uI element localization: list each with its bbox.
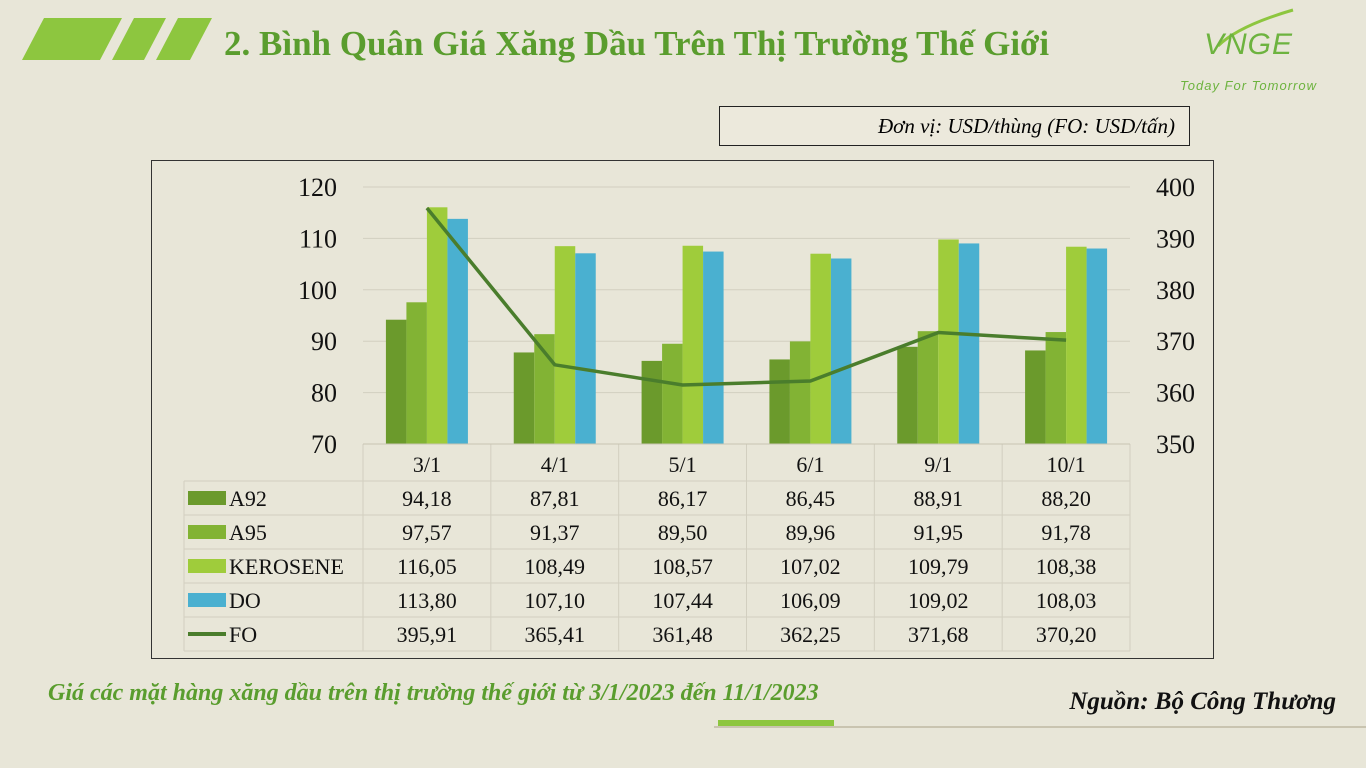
bar-a92 (769, 359, 790, 444)
bar-do (575, 253, 596, 444)
bar-do (1086, 248, 1108, 444)
legend-label: KEROSENE (229, 554, 344, 579)
data-label: 108,57 (652, 554, 713, 579)
bar-a95 (534, 334, 555, 444)
data-label: 86,17 (658, 486, 708, 511)
legend-key-kerosene (188, 559, 226, 573)
category-label: 3/1 (413, 452, 441, 477)
legend-key-a95 (188, 525, 226, 539)
source-note: Nguồn: Bộ Công Thương (1069, 688, 1336, 715)
bottom-accent-bar (718, 720, 834, 726)
legend-label: DO (229, 588, 261, 613)
data-label: 87,81 (530, 486, 580, 511)
data-label: 107,10 (525, 588, 586, 613)
logo-tagline: Today For Tomorrow (1180, 78, 1317, 93)
chart-frame: 70 80 90 100 110 120 350 360 370 380 390 400 3/1 4/1 5… (151, 160, 1214, 659)
data-label: 97,57 (402, 520, 452, 545)
y-right-tick-label: 360 (1156, 379, 1195, 408)
bar-a95 (662, 343, 683, 444)
data-label: 371,68 (908, 622, 969, 647)
logo-word: VNGE (1204, 28, 1294, 61)
line-fo (425, 206, 1067, 387)
bottom-divider (714, 726, 1366, 728)
legend-key-a92 (188, 491, 226, 505)
data-label: 108,49 (525, 554, 586, 579)
price-chart: 70 80 90 100 110 120 350 360 370 380 390 400 3/1 4/1 5… (183, 173, 1195, 652)
data-label: 89,96 (786, 520, 836, 545)
bar-a92 (513, 352, 535, 444)
data-label: 107,02 (780, 554, 841, 579)
y-right-tick-label: 390 (1156, 224, 1195, 253)
legend-label: A95 (229, 520, 267, 545)
y-left-tick-label: 80 (311, 379, 337, 408)
bar-do (958, 243, 980, 444)
legend-key-do (188, 593, 226, 607)
bar-a95 (1045, 332, 1067, 444)
data-label: 107,44 (652, 588, 713, 613)
category-label: 5/1 (669, 452, 697, 477)
data-label: 94,18 (402, 486, 452, 511)
data-label: 395,91 (397, 622, 458, 647)
bar-kerosene (810, 253, 831, 444)
data-label: 91,37 (530, 520, 580, 545)
data-label: 361,48 (652, 622, 713, 647)
y-left-tick-label: 110 (299, 224, 337, 253)
data-label: 362,25 (780, 622, 841, 647)
bar-a92 (897, 346, 918, 444)
data-label: 370,20 (1036, 622, 1097, 647)
category-label: 6/1 (796, 452, 824, 477)
y-right-tick-label: 380 (1156, 276, 1195, 305)
page-title: 2. Bình Quân Giá Xăng Dầu Trên Thị Trườn… (224, 24, 1050, 63)
category-label: 9/1 (924, 452, 952, 477)
y-left-tick-label: 100 (298, 276, 337, 305)
category-label: 4/1 (541, 452, 569, 477)
bar-kerosene (1066, 246, 1087, 444)
y-right-tick-label: 350 (1156, 430, 1195, 459)
data-label: 108,03 (1036, 588, 1097, 613)
bar-kerosene (554, 246, 576, 444)
y-right-tick-label: 370 (1156, 327, 1195, 356)
bar-a92 (641, 360, 663, 444)
data-label: 109,02 (908, 588, 969, 613)
data-label: 91,95 (914, 520, 964, 545)
bar-kerosene (426, 207, 448, 444)
bar-a95 (406, 302, 427, 444)
y-left-tick-label: 120 (298, 173, 337, 202)
y-left-tick-label: 90 (311, 327, 337, 356)
legend-label: A92 (229, 486, 267, 511)
title-stripes (22, 18, 212, 60)
vnge-logo-swoosh (1216, 8, 1294, 48)
data-label: 365,41 (525, 622, 586, 647)
y-left-tick-label: 70 (311, 430, 337, 459)
bar-a95 (789, 341, 811, 444)
data-label: 108,38 (1036, 554, 1097, 579)
bar-kerosene (682, 245, 704, 444)
bar-a92 (385, 319, 407, 444)
y-right-tick-label: 400 (1156, 173, 1195, 202)
bar-a95 (917, 331, 939, 444)
category-label: 10/1 (1047, 452, 1086, 477)
chart-caption: Giá các mặt hàng xăng dầu trên thị trườn… (48, 680, 819, 706)
data-label: 116,05 (397, 554, 457, 579)
data-label: 88,91 (914, 486, 964, 511)
bar-do (703, 251, 724, 444)
data-label: 113,80 (397, 588, 457, 613)
legend-label: FO (229, 622, 257, 647)
data-label: 106,09 (780, 588, 841, 613)
bar-kerosene (938, 239, 959, 444)
data-label: 89,50 (658, 520, 708, 545)
data-label: 91,78 (1041, 520, 1091, 545)
data-label: 86,45 (786, 486, 836, 511)
bar-do (447, 218, 468, 444)
bar-a92 (1025, 350, 1046, 444)
unit-note: Đơn vị: USD/thùng (FO: USD/tấn) (719, 106, 1190, 146)
bar-do (830, 258, 852, 444)
data-label: 88,20 (1041, 486, 1091, 511)
data-label: 109,79 (908, 554, 969, 579)
